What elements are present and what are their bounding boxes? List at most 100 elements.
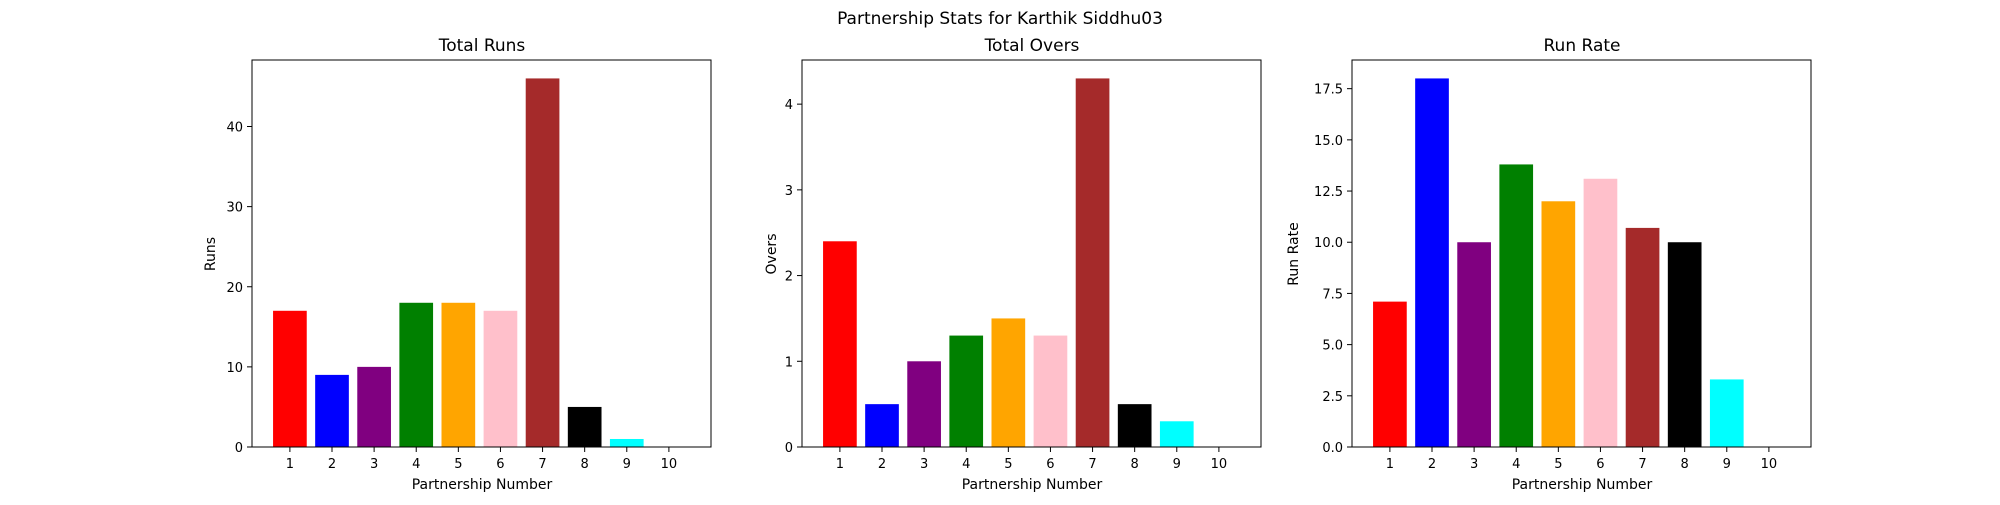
x-axis-label: Partnership Number <box>412 477 553 493</box>
bar-1 <box>1373 301 1407 447</box>
y-tick-label: 10.0 <box>1314 236 1343 251</box>
y-axis-label: Runs <box>203 237 219 271</box>
x-tick-label: 3 <box>1470 457 1478 472</box>
y-tick-label: 3 <box>785 184 793 199</box>
bar-6 <box>483 310 518 447</box>
y-axis-label: Overs <box>764 234 780 275</box>
y-tick-label: 15.0 <box>1314 134 1343 149</box>
y-tick-label: 10 <box>226 361 243 376</box>
y-tick-label: 30 <box>226 201 243 216</box>
x-tick-label: 7 <box>1088 457 1096 472</box>
y-ticks: 0.0 2.5 5.0 7.5 10.0 12.5 15.0 17.5 <box>1314 83 1352 456</box>
x-tick-label: 2 <box>878 457 886 472</box>
bar-4 <box>949 335 984 447</box>
x-tick-label: 9 <box>1173 457 1181 472</box>
bar-4 <box>399 302 434 447</box>
x-tick-label: 7 <box>538 457 546 472</box>
x-tick-label: 10 <box>661 457 678 472</box>
x-tick-label: 5 <box>1554 457 1562 472</box>
panel-title: Run Rate <box>1544 36 1621 56</box>
bar-9 <box>1159 421 1194 447</box>
y-ticks: 0 1 2 3 4 <box>785 98 802 456</box>
x-tick-label: 10 <box>1211 457 1228 472</box>
bar-7 <box>1075 78 1110 447</box>
y-ticks: 0 10 20 30 40 <box>226 121 252 456</box>
panel-run-rate: Run Rate 0.0 2.5 5.0 7.5 10.0 12.5 15.0 17.5 1 2… <box>1286 36 1812 493</box>
x-tick-label: 6 <box>1596 457 1604 472</box>
x-axis-label: Partnership Number <box>962 477 1103 493</box>
bar-6 <box>1033 335 1068 447</box>
x-tick-label: 6 <box>1046 457 1054 472</box>
bar-8 <box>567 406 602 447</box>
bar-3 <box>357 366 391 447</box>
bar-1 <box>823 241 857 447</box>
bar-2 <box>1415 78 1449 447</box>
bar-6 <box>1583 178 1618 447</box>
x-tick-label: 8 <box>1131 457 1139 472</box>
y-tick-label: 2.5 <box>1322 390 1343 405</box>
y-tick-label: 0 <box>785 441 793 456</box>
x-tick-label: 2 <box>328 457 336 472</box>
y-axis-label: Run Rate <box>1286 222 1302 285</box>
bar-5 <box>441 302 476 447</box>
y-tick-label: 1 <box>785 355 793 370</box>
bar-5 <box>1541 201 1576 447</box>
bar-group <box>823 78 1194 447</box>
axes-frame <box>801 59 1262 448</box>
x-tick-label: 6 <box>496 457 504 472</box>
y-tick-label: 12.5 <box>1314 185 1343 200</box>
panel-title: Total Runs <box>438 36 526 56</box>
y-tick-label: 2 <box>785 270 793 285</box>
x-tick-label: 1 <box>1386 457 1394 472</box>
figure-title: Partnership Stats for Karthik Siddhu03 <box>837 9 1163 29</box>
x-tick-label: 2 <box>1428 457 1436 472</box>
x-axis-label: Partnership Number <box>1512 477 1653 493</box>
bar-9 <box>609 438 644 447</box>
bar-8 <box>1117 404 1152 447</box>
bar-7 <box>525 78 560 447</box>
y-tick-label: 40 <box>226 121 243 136</box>
x-tick-label: 9 <box>623 457 631 472</box>
bar-9 <box>1709 379 1744 447</box>
x-tick-label: 8 <box>581 457 589 472</box>
x-tick-label: 9 <box>1723 457 1731 472</box>
x-ticks: 1 2 3 4 5 6 7 8 9 10 <box>1386 447 1777 472</box>
x-tick-label: 5 <box>454 457 462 472</box>
x-tick-label: 4 <box>1512 457 1520 472</box>
x-ticks: 1 2 3 4 5 6 7 8 9 10 <box>286 447 677 472</box>
bar-5 <box>991 318 1026 447</box>
bar-7 <box>1625 227 1660 447</box>
panel-total-overs: Total Overs 0 1 2 3 4 1 2 3 4 5 6 7 8 9 10 Partnershi… <box>764 36 1262 493</box>
bar-2 <box>865 404 899 447</box>
x-tick-label: 4 <box>412 457 420 472</box>
x-tick-label: 5 <box>1004 457 1012 472</box>
panel-title: Total Overs <box>984 36 1080 56</box>
x-tick-label: 8 <box>1681 457 1689 472</box>
axes-frame <box>1351 59 1812 448</box>
y-tick-label: 20 <box>226 281 243 296</box>
x-tick-label: 1 <box>286 457 294 472</box>
x-tick-label: 10 <box>1761 457 1778 472</box>
bar-1 <box>273 310 307 447</box>
bar-2 <box>315 374 349 447</box>
bar-3 <box>1457 242 1491 447</box>
x-tick-label: 3 <box>920 457 928 472</box>
x-ticks: 1 2 3 4 5 6 7 8 9 10 <box>836 447 1227 472</box>
bar-group <box>1373 78 1744 447</box>
axes-frame <box>251 59 712 448</box>
x-tick-label: 3 <box>370 457 378 472</box>
x-tick-label: 7 <box>1638 457 1646 472</box>
panel-total-runs: Total Runs 0 10 20 30 40 1 2 3 4 5 6 7 8 9 10 Partner… <box>203 36 712 493</box>
bar-8 <box>1667 242 1702 447</box>
y-tick-label: 17.5 <box>1314 83 1343 98</box>
bar-4 <box>1499 164 1534 447</box>
bar-group <box>273 78 644 447</box>
bar-3 <box>907 361 941 447</box>
y-tick-label: 7.5 <box>1322 287 1343 302</box>
y-tick-label: 5.0 <box>1322 339 1343 354</box>
x-tick-label: 4 <box>962 457 970 472</box>
y-tick-label: 4 <box>785 98 793 113</box>
y-tick-label: 0.0 <box>1322 441 1343 456</box>
